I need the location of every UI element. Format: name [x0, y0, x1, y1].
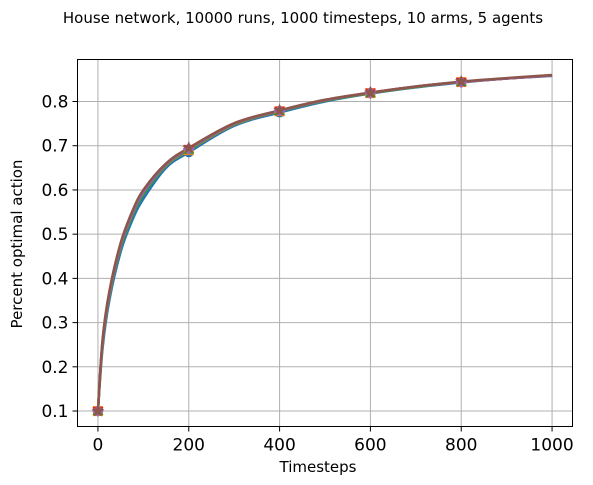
series-marker	[273, 103, 287, 116]
y-tick-label: 0.6	[41, 181, 68, 201]
series-line-2	[96, 74, 553, 412]
series-line-3	[96, 74, 553, 412]
series-line-5	[96, 74, 553, 412]
x-tick-label: 600	[354, 436, 386, 456]
series-line-4	[96, 74, 553, 412]
grid	[77, 59, 573, 427]
y-tick-label: 0.2	[41, 358, 68, 378]
y-tick-label: 0.1	[41, 402, 68, 422]
y-axis-label: Percent optimal action	[8, 160, 26, 329]
x-axis-label: Timesteps	[279, 458, 357, 476]
y-tick-label: 0.3	[41, 314, 68, 334]
y-tick-label: 0.8	[41, 93, 68, 113]
y-tick-label: 0.7	[41, 137, 68, 157]
marker-layer	[91, 74, 468, 418]
series-layer	[96, 73, 553, 412]
series-marker	[363, 85, 377, 99]
series-line-1	[96, 74, 553, 412]
plot-frame	[77, 59, 573, 427]
x-tick-label: 0	[93, 436, 104, 456]
series-marker	[182, 141, 196, 154]
y-tick-label: 0.5	[41, 225, 68, 245]
ticks: 0 200 400 600 800 1000 0.1 0.2 0.3 0.4 0.5 0.6 0.7 0.…	[41, 93, 573, 456]
x-tick-label: 800	[445, 436, 477, 456]
x-tick-label: 200	[173, 436, 205, 456]
y-tick-label: 0.4	[41, 269, 68, 289]
x-tick-label: 1000	[530, 436, 573, 456]
series-line-6	[96, 73, 553, 412]
series-marker	[91, 404, 105, 417]
series-marker	[454, 74, 468, 88]
chart-title: House network, 10000 runs, 1000 timestep…	[63, 9, 543, 27]
x-tick-label: 400	[263, 436, 295, 456]
